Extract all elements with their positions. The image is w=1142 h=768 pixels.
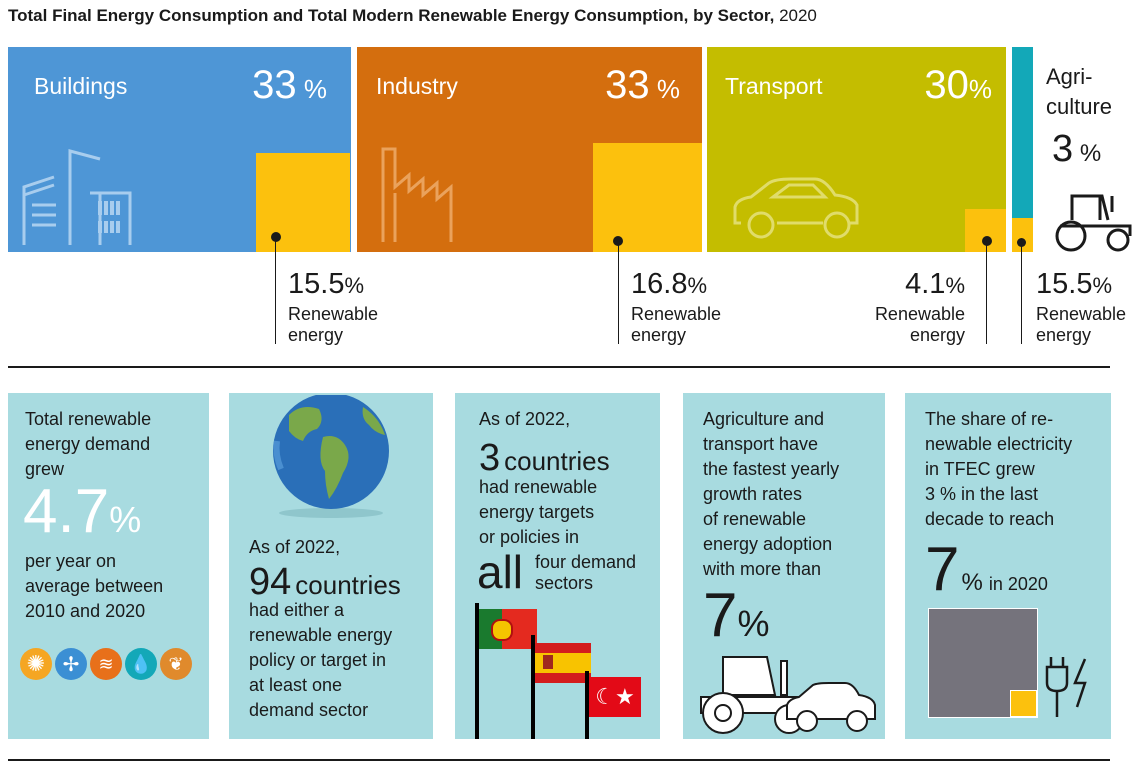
- fact-text: As of 2022,: [479, 409, 571, 429]
- flag-pole: [531, 635, 535, 739]
- fact-text: four demand sectors: [535, 552, 637, 593]
- fact-value: 94 countries: [249, 561, 401, 603]
- sector-share: 30%: [924, 63, 992, 107]
- fact-panel-renewable-electricity: The share of re- newable electricity in …: [905, 393, 1111, 739]
- fact-text: As of 2022,: [249, 537, 341, 557]
- fact-big-word: all: [477, 546, 524, 598]
- solar-icon: ✺: [20, 648, 52, 680]
- fact-text: Agriculture and transport have the faste…: [703, 409, 840, 579]
- sector-share: 33 %: [605, 63, 680, 107]
- renewable-marker-dot: [271, 232, 281, 242]
- renewable-share-transport: 4.1%: [905, 268, 965, 300]
- fact-panel-3-countries: As of 2022, 3 countries had renewable ene…: [455, 393, 660, 739]
- sector-buildings: Buildings 33 %: [8, 47, 351, 252]
- hydro-icon: 💧: [125, 648, 157, 680]
- sector-name-agriculture: Agri- culture: [1046, 64, 1113, 119]
- buildings-icon: [22, 149, 132, 245]
- renewable-share-agriculture: 15.5%: [1036, 268, 1113, 300]
- sector-name: Buildings: [34, 73, 128, 99]
- renewable-type-icons: ✺ ✢ ≋ 💧 ❦: [20, 648, 192, 680]
- car-icon: [733, 177, 859, 239]
- bioenergy-icon: ❦: [160, 648, 192, 680]
- renewable-share-buildings: 15.5%: [288, 268, 365, 300]
- leader-line: [1021, 241, 1022, 344]
- renewable-box-agriculture: [1012, 218, 1033, 252]
- sector-name: Industry: [376, 73, 458, 99]
- sector-transport: Transport 30%: [707, 47, 1006, 252]
- fact-text: had renewable energy targets or policies…: [479, 477, 598, 547]
- plug-icon: [1045, 657, 1087, 717]
- chart-title: Total Final Energy Consumption and Total…: [8, 6, 817, 25]
- fact-text: had either a renewable energy policy or …: [249, 600, 393, 720]
- wind-icon: ✢: [55, 648, 87, 680]
- sector-share: 33 %: [252, 63, 327, 107]
- renewable-label: Renewable energy: [631, 304, 722, 345]
- tfec-square: [928, 608, 1038, 718]
- geothermal-icon: ≋: [90, 648, 122, 680]
- tractor-icon: [1055, 194, 1132, 252]
- sector-industry: Industry 33 %: [357, 47, 702, 252]
- renewable-electricity-share-square: [1010, 690, 1037, 717]
- leader-line: [275, 238, 276, 344]
- car-icon: [786, 682, 876, 732]
- renewable-box-industry: [593, 143, 702, 252]
- renewable-label: Renewable energy: [874, 304, 965, 345]
- divider-top: [8, 366, 1110, 368]
- renewable-share-industry: 16.8%: [631, 268, 708, 300]
- spain-flag-icon: [535, 643, 591, 683]
- fact-value: 7%: [703, 581, 770, 650]
- turkey-flag-icon: ☾★: [589, 677, 641, 717]
- renewable-label: Renewable energy: [1036, 304, 1127, 345]
- fact-panel-demand-growth: Total renewable energy demand grew 4.7% …: [8, 393, 209, 739]
- sector-name: Transport: [725, 73, 823, 99]
- portugal-flag-icon: [479, 609, 537, 649]
- flag-pole: [585, 671, 589, 739]
- fact-value: 4.7%: [23, 477, 142, 546]
- factory-icon: [381, 147, 453, 242]
- fact-text: The share of re- newable electricity in …: [925, 409, 1073, 529]
- renewable-label: Renewable energy: [288, 304, 379, 345]
- fact-panel-fastest-growth: Agriculture and transport have the faste…: [683, 393, 885, 739]
- fact-panel-94-countries: As of 2022, 94 countries had either a ren…: [229, 393, 433, 739]
- leader-line: [986, 241, 987, 344]
- fact-text: per year on average between 2010 and 202…: [25, 551, 164, 621]
- leader-line: [618, 241, 619, 344]
- globe-icon: [273, 395, 389, 518]
- renewable-marker-dot: [982, 236, 992, 246]
- divider-bottom: [8, 759, 1110, 761]
- fact-value: 7% in 2020: [925, 535, 1048, 604]
- flag-pole: [475, 603, 479, 739]
- fact-text: Total renewable energy demand grew: [25, 409, 152, 479]
- sector-share-agriculture: 3 %: [1052, 128, 1102, 170]
- fact-value: 3 countries: [479, 437, 610, 479]
- sector-agriculture: [1012, 47, 1033, 252]
